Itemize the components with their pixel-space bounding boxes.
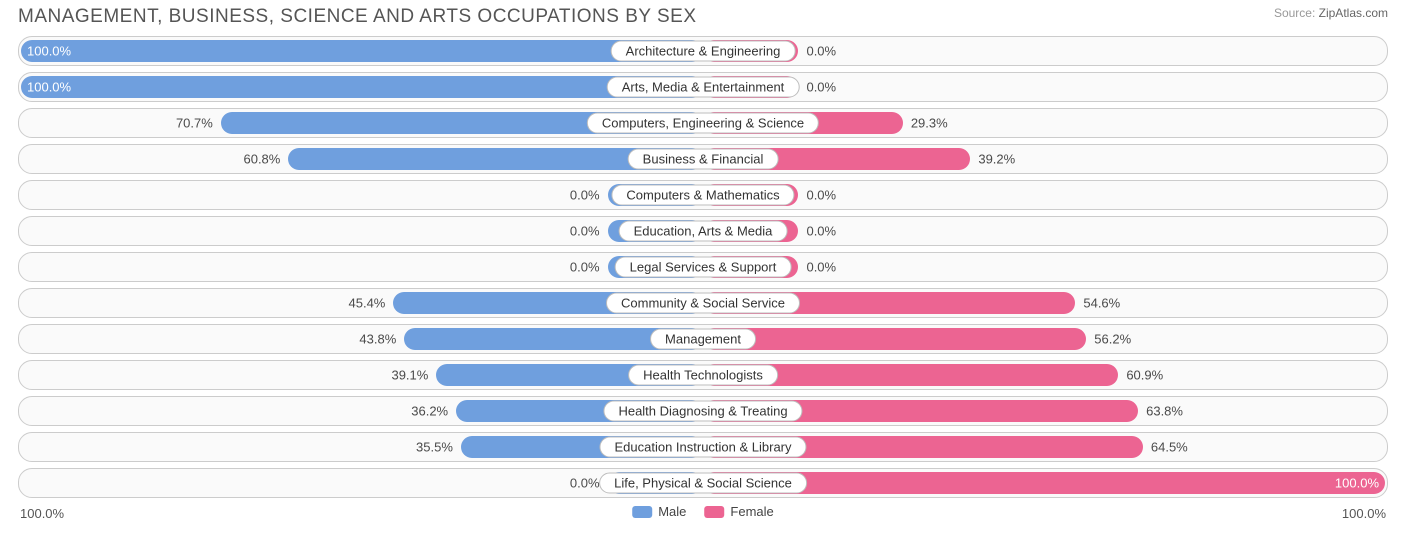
chart-area: 100.0%0.0%Architecture & Engineering100.…	[0, 32, 1406, 498]
female-bar	[703, 328, 1086, 350]
female-value-label: 60.9%	[1126, 368, 1163, 383]
source-value: ZipAtlas.com	[1319, 6, 1388, 20]
male-value-label: 0.0%	[570, 260, 600, 275]
category-badge: Legal Services & Support	[615, 257, 792, 278]
female-value-label: 54.6%	[1083, 296, 1120, 311]
chart-row: 43.8% 56.2% Management	[18, 324, 1388, 354]
category-badge: Computers & Mathematics	[611, 185, 794, 206]
category-badge: Business & Financial	[628, 149, 779, 170]
chart-row: 0.0% 0.0% Computers & Mathematics	[18, 180, 1388, 210]
legend-item: Male	[632, 504, 686, 519]
category-badge: Health Technologists	[628, 365, 778, 386]
chart-source: Source: ZipAtlas.com	[1274, 6, 1388, 22]
axis-left-label: 100.0%	[20, 506, 64, 521]
male-value-label: 70.7%	[176, 116, 213, 131]
chart-row: 0.0% 100.0% Life, Physical & Social Scienc…	[18, 468, 1388, 498]
legend-label: Male	[658, 504, 686, 519]
female-value-label: 0.0%	[806, 188, 836, 203]
category-badge: Education, Arts & Media	[619, 221, 788, 242]
male-value-label: 39.1%	[391, 368, 428, 383]
chart-header: MANAGEMENT, BUSINESS, SCIENCE AND ARTS O…	[0, 0, 1406, 32]
chart-row: 60.8% 39.2% Business & Financial	[18, 144, 1388, 174]
category-badge: Architecture & Engineering	[611, 41, 796, 62]
legend-swatch	[704, 506, 724, 518]
category-badge: Life, Physical & Social Science	[599, 473, 807, 494]
male-value-label: 0.0%	[570, 476, 600, 491]
chart-row: 35.5% 64.5% Education Instruction & Librar…	[18, 432, 1388, 462]
male-value-label: 45.4%	[349, 296, 386, 311]
female-value-label: 64.5%	[1151, 440, 1188, 455]
category-badge: Community & Social Service	[606, 293, 800, 314]
male-value-label: 100.0%	[27, 80, 71, 95]
source-label: Source:	[1274, 6, 1315, 20]
male-value-label: 60.8%	[243, 152, 280, 167]
female-value-label: 56.2%	[1094, 332, 1131, 347]
chart-legend: Male Female	[632, 504, 774, 519]
chart-row: 70.7% 29.3% Computers, Engineering & Scien…	[18, 108, 1388, 138]
category-badge: Arts, Media & Entertainment	[607, 77, 800, 98]
category-badge: Education Instruction & Library	[599, 437, 806, 458]
male-value-label: 36.2%	[411, 404, 448, 419]
male-value-label: 0.0%	[570, 224, 600, 239]
male-bar	[21, 76, 703, 98]
male-bar	[21, 40, 703, 62]
female-value-label: 0.0%	[806, 260, 836, 275]
chart-row: 36.2% 63.8% Health Diagnosing & Treating	[18, 396, 1388, 426]
chart-title: MANAGEMENT, BUSINESS, SCIENCE AND ARTS O…	[18, 6, 697, 28]
female-value-label: 0.0%	[806, 80, 836, 95]
chart-row: 100.0% 0.0% Architecture & Engineering	[18, 36, 1388, 66]
legend-label: Female	[730, 504, 773, 519]
female-value-label: 63.8%	[1146, 404, 1183, 419]
chart-row: 0.0% 0.0% Legal Services & Support	[18, 252, 1388, 282]
chart-row: 0.0% 0.0% Education, Arts & Media	[18, 216, 1388, 246]
category-badge: Health Diagnosing & Treating	[603, 401, 802, 422]
axis-right-label: 100.0%	[1342, 506, 1386, 521]
chart-row: 100.0% 0.0% Arts, Media & Entertainment	[18, 72, 1388, 102]
male-value-label: 43.8%	[359, 332, 396, 347]
axis-row: 100.0% Male Female 100.0%	[0, 504, 1406, 526]
category-badge: Computers, Engineering & Science	[587, 113, 819, 134]
female-value-label: 100.0%	[1335, 476, 1379, 491]
chart-row: 39.1% 60.9% Health Technologists	[18, 360, 1388, 390]
category-badge: Management	[650, 329, 756, 350]
male-value-label: 0.0%	[570, 188, 600, 203]
legend-swatch	[632, 506, 652, 518]
male-value-label: 35.5%	[416, 440, 453, 455]
female-value-label: 29.3%	[911, 116, 948, 131]
male-value-label: 100.0%	[27, 44, 71, 59]
female-value-label: 39.2%	[978, 152, 1015, 167]
female-value-label: 0.0%	[806, 44, 836, 59]
legend-item: Female	[704, 504, 773, 519]
chart-row: 45.4% 54.6% Community & Social Service	[18, 288, 1388, 318]
female-value-label: 0.0%	[806, 224, 836, 239]
